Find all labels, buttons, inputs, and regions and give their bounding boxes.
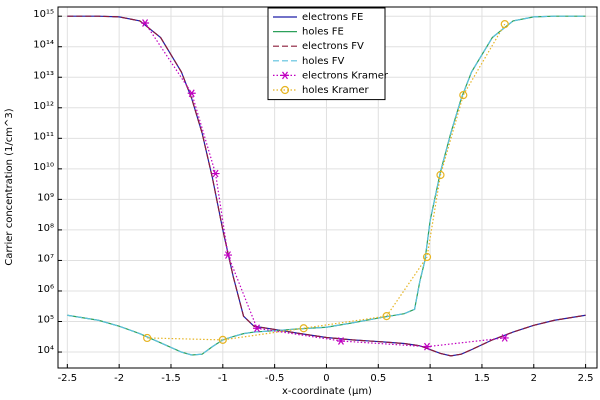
marker [500, 20, 509, 29]
marker [218, 335, 227, 344]
legend-marker [280, 85, 290, 95]
y-tick-label: 10¹¹ [33, 131, 54, 142]
marker [500, 334, 509, 342]
marker [143, 333, 152, 343]
y-tick-label: 10⁹ [37, 192, 54, 203]
x-tick-label: 0.5 [370, 373, 386, 384]
x-tick-label: -1 [218, 373, 228, 384]
series-line [67, 15, 586, 356]
x-tick-label: -2.5 [58, 373, 78, 384]
x-axis-label: x-coordinate (µm) [282, 386, 372, 397]
marker [382, 312, 391, 321]
series-line [147, 23, 506, 341]
x-tick-label: 2.5 [578, 373, 594, 384]
legend-box [267, 7, 386, 101]
plot-frame [57, 6, 598, 369]
y-tick-label: 10¹⁴ [33, 40, 54, 51]
x-tick-label: -2 [114, 373, 124, 384]
y-tick-label: 10⁶ [37, 284, 54, 295]
y-tick-label: 10¹³ [33, 70, 54, 81]
marker [336, 337, 345, 345]
y-axis-label: Carrier concentration (1/cm^3) [4, 108, 15, 265]
y-tick-label: 10¹² [33, 101, 54, 112]
x-tick-label: 1.5 [474, 373, 490, 384]
legend-label: electrons FE [302, 12, 363, 23]
legend-marker [281, 71, 289, 80]
marker [211, 169, 220, 178]
y-tick-label: 10⁷ [37, 253, 54, 264]
y-tick-label: 10¹⁰ [33, 162, 54, 173]
x-tick-label: -0.5 [265, 373, 285, 384]
x-tick-label: 0 [323, 373, 329, 384]
marker [141, 19, 150, 27]
y-tick-label: 10⁵ [37, 315, 54, 326]
legend-label: holes FV [302, 56, 345, 67]
series-line [67, 15, 586, 357]
marker [459, 91, 468, 100]
legend-label: electrons FV [302, 41, 364, 52]
y-tick-label: 10⁴ [37, 345, 54, 356]
marker [253, 324, 262, 333]
x-tick-label: -1.5 [161, 373, 181, 384]
legend-label: electrons Kramer [302, 70, 389, 81]
x-tick-label: 2 [531, 373, 537, 384]
marker [436, 170, 445, 180]
x-tick-label: 1 [427, 373, 433, 384]
marker [223, 251, 232, 259]
y-tick-label: 10¹⁵ [33, 9, 54, 20]
legend-label: holes FE [302, 27, 344, 38]
marker [422, 252, 432, 262]
series-line [144, 22, 505, 348]
marker [299, 324, 308, 333]
marker [187, 89, 196, 98]
y-tick-label: 10⁸ [37, 223, 54, 234]
marker [423, 342, 432, 351]
legend-label: holes Kramer [302, 85, 369, 96]
